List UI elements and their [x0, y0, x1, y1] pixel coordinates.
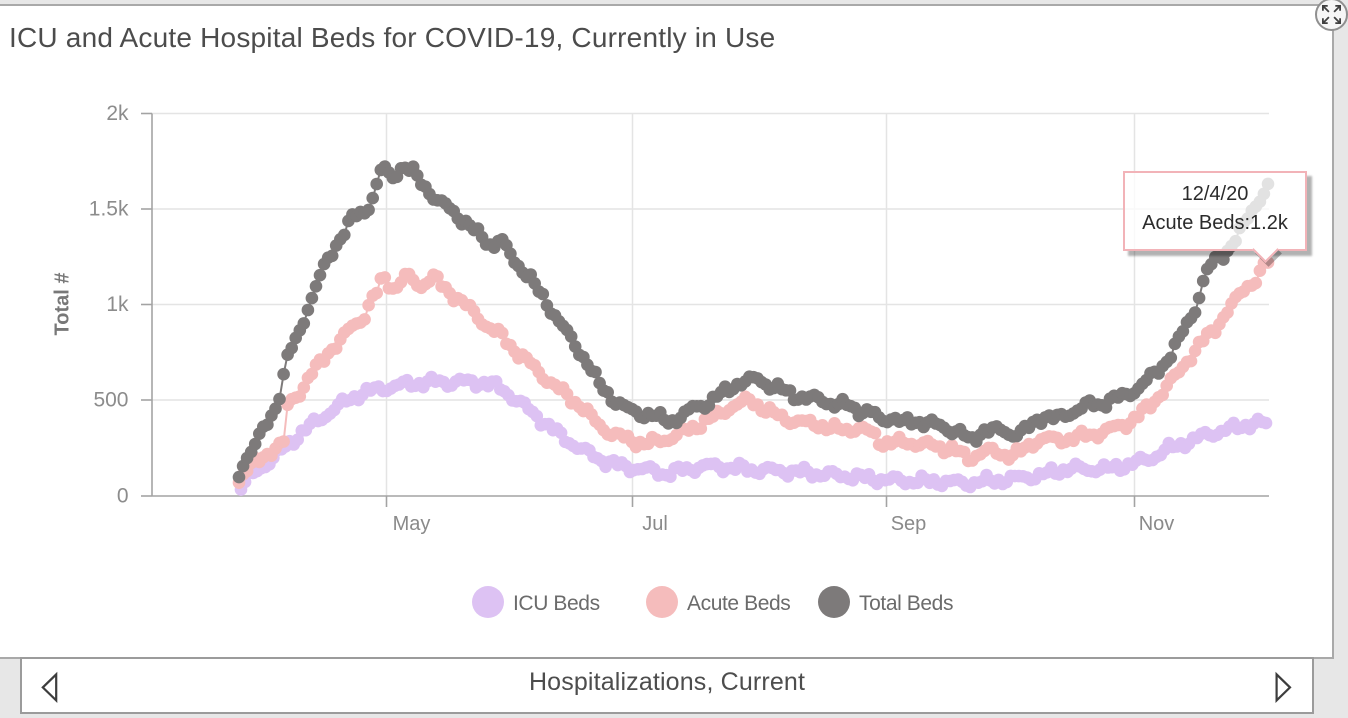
svg-text:1.5k: 1.5k: [89, 197, 129, 220]
svg-text:May: May: [393, 513, 431, 535]
svg-text:Total #: Total #: [51, 273, 73, 336]
svg-text:0: 0: [117, 484, 129, 507]
svg-text:Sep: Sep: [891, 513, 927, 535]
svg-text:Total Beds: Total Beds: [859, 592, 953, 615]
svg-text:Jul: Jul: [642, 513, 668, 535]
svg-text:Acute Beds: Acute Beds: [687, 592, 790, 615]
svg-text:1k: 1k: [106, 293, 129, 316]
svg-text:500: 500: [93, 388, 128, 411]
svg-text:Nov: Nov: [1139, 513, 1175, 535]
svg-text:ICU Beds: ICU Beds: [513, 592, 600, 615]
svg-text:2k: 2k: [106, 102, 129, 125]
